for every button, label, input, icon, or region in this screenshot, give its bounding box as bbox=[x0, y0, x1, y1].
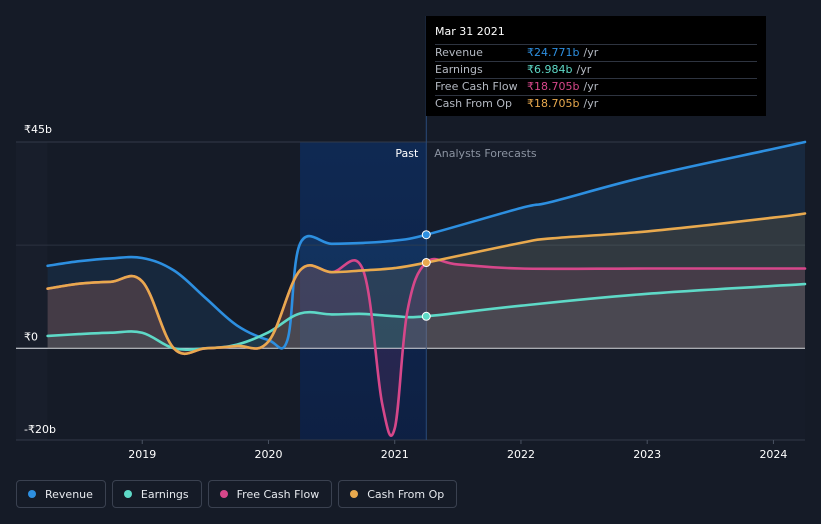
y-tick-label: ₹0 bbox=[24, 330, 38, 343]
tooltip-row: Earnings ₹6.984b/yr bbox=[435, 61, 757, 78]
legend-item-earnings[interactable]: Earnings bbox=[111, 480, 202, 508]
revenue-line bbox=[46, 140, 807, 350]
tooltip-row-value: ₹24.771b bbox=[527, 46, 580, 59]
legend-dot-icon bbox=[350, 490, 359, 498]
tooltip-row-value: ₹18.705b bbox=[527, 80, 580, 93]
tooltip-row: Cash From Op ₹18.705b/yr bbox=[435, 95, 757, 112]
y-tick-label: ₹45b bbox=[24, 123, 52, 136]
tooltip-panel: Mar 31 2021 Revenue ₹24.771b/yr Earnings ₹6… bbox=[426, 16, 766, 116]
tooltip-row-value: ₹18.705b bbox=[527, 97, 580, 110]
legend-dot-icon bbox=[123, 490, 132, 498]
tooltip-date: Mar 31 2021 bbox=[435, 25, 505, 38]
legend-item-cash-from-op[interactable]: Cash From Op bbox=[338, 480, 458, 508]
tooltip-row-value: ₹6.984b bbox=[527, 63, 573, 76]
cash_from_op-area bbox=[47, 213, 806, 354]
x-tick-label: 2023 bbox=[633, 448, 661, 461]
revenue-point bbox=[421, 230, 431, 240]
past-label: Past bbox=[395, 147, 419, 160]
past-shade bbox=[47, 142, 301, 440]
legend-item-free-cash-flow[interactable]: Free Cash Flow bbox=[207, 480, 333, 508]
tooltip-row-label: Free Cash Flow bbox=[435, 80, 518, 93]
highlight-band bbox=[300, 142, 427, 440]
tooltip-row: Revenue ₹24.771b/yr bbox=[435, 44, 757, 61]
x-tick-label: 2022 bbox=[507, 448, 535, 461]
legend-dot-icon bbox=[219, 490, 228, 498]
cash_from_op-line bbox=[46, 212, 807, 356]
tooltip-row-label: Revenue bbox=[435, 46, 483, 59]
x-tick-label: 2021 bbox=[381, 448, 409, 461]
legend-dot-icon bbox=[28, 490, 36, 498]
legend-item-revenue[interactable]: Revenue bbox=[16, 480, 106, 508]
y-tick-label: -₹20b bbox=[24, 423, 56, 436]
forecast-label: Analysts Forecasts bbox=[434, 147, 537, 160]
x-tick-label: 2024 bbox=[759, 448, 787, 461]
tooltip-row-unit: /yr bbox=[576, 63, 592, 76]
legend-label: Cash From Op bbox=[367, 487, 445, 501]
earnings-point bbox=[421, 311, 431, 321]
legend-label: Revenue bbox=[45, 487, 93, 501]
tooltip-row-label: Cash From Op bbox=[435, 97, 513, 110]
tooltip-row: Free Cash Flow ₹18.705b/yr bbox=[435, 78, 757, 95]
legend-label: Earnings bbox=[140, 487, 189, 501]
chart-legend: Revenue Earnings Free Cash Flow Cash From O… bbox=[16, 480, 458, 508]
tooltip-row-unit: /yr bbox=[583, 80, 599, 93]
cash_from_op-point bbox=[421, 258, 431, 268]
free_cash_flow-area bbox=[47, 259, 806, 436]
forecast-background bbox=[426, 142, 805, 440]
x-tick-label: 2020 bbox=[254, 448, 282, 461]
tooltip-row-unit: /yr bbox=[583, 97, 599, 110]
tooltip-row-label: Earnings bbox=[435, 63, 483, 76]
earnings-line bbox=[46, 282, 807, 352]
tooltip-row-unit: /yr bbox=[583, 46, 599, 59]
past-background bbox=[16, 142, 301, 440]
x-tick-label: 2019 bbox=[128, 448, 156, 461]
legend-label: Free Cash Flow bbox=[236, 487, 320, 501]
